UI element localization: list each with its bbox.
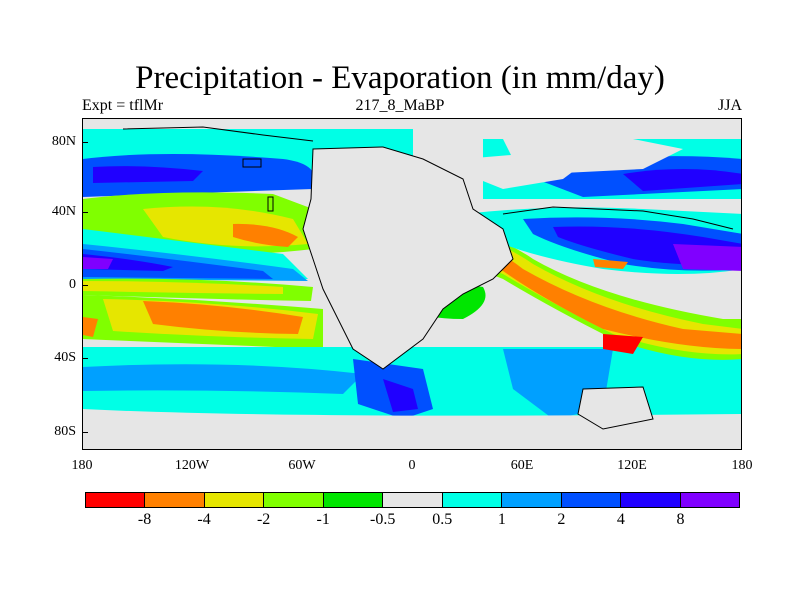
colorbar-swatch: [86, 493, 146, 507]
colorbar-swatch: [680, 493, 739, 507]
pe-field-map: [83, 119, 741, 449]
colorbar-swatch: [145, 493, 205, 507]
y-tickmark: [82, 285, 88, 286]
colorbar-label: -0.5: [370, 511, 396, 528]
y-tickmark: [82, 142, 88, 143]
asian-monsoon-field: [463, 207, 741, 274]
colorbar-label: 0.5: [432, 511, 453, 528]
colorbar-label: -1: [316, 511, 330, 528]
colorbar-swatch: [323, 493, 384, 507]
colorbar-label: 8: [676, 511, 685, 528]
colorbar-swatch: [383, 493, 443, 507]
y-tickmark: [82, 212, 88, 213]
y-tickmark: [82, 358, 88, 359]
equatorial-dry-field: [83, 278, 313, 301]
colorbar-label: -4: [197, 511, 211, 528]
y-tick-label: 80S: [54, 424, 76, 439]
colorbar-swatch: [502, 493, 562, 507]
colorbar-swatch: [204, 493, 265, 507]
y-tick-label: 40S: [54, 350, 76, 365]
coastlines: [122, 126, 734, 430]
period-label: 217_8_MaBP: [355, 97, 445, 114]
colorbar: [85, 492, 740, 508]
map-title: Precipitation - Evaporation (in mm/day): [135, 60, 665, 96]
colorbar-swatch: [561, 493, 622, 507]
x-tick-label: 60W: [288, 458, 316, 473]
x-tick-label: 120W: [174, 458, 210, 473]
itcz-field: [83, 229, 308, 281]
colorbar-swatch: [442, 493, 503, 507]
colorbar-label: 1: [497, 511, 506, 528]
colorbar-swatch: [264, 493, 324, 507]
experiment-label: Expt = tflMr: [82, 97, 164, 114]
x-tick-label: 180: [731, 458, 753, 473]
x-tick-label: 0: [408, 458, 416, 473]
y-tick-label: 40N: [51, 204, 76, 219]
x-tick-label: 60E: [510, 458, 534, 473]
south-midlat-field: [83, 347, 741, 449]
continents-layer: [303, 137, 683, 429]
x-tick-label: 180: [71, 458, 93, 473]
x-tick-label: 120E: [617, 458, 647, 473]
south-subtropics-field: [83, 295, 323, 349]
colorbar-label: 2: [557, 511, 566, 528]
colorbar-label: -2: [256, 511, 271, 528]
y-tick-label: 0: [69, 277, 76, 292]
colorbar-label: 4: [616, 511, 625, 528]
map-plot-area: [82, 118, 742, 450]
season-label: JJA: [717, 97, 742, 114]
colorbar-label: -8: [137, 511, 152, 528]
y-tick-label: 80N: [51, 134, 76, 149]
colorbar-swatch: [621, 493, 681, 507]
y-tickmark: [82, 432, 88, 433]
